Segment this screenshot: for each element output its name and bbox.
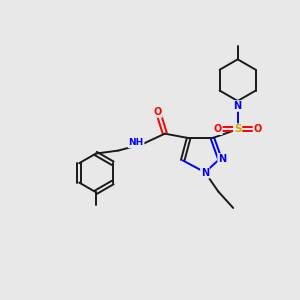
Text: S: S — [234, 124, 242, 134]
Text: O: O — [154, 107, 162, 117]
Text: O: O — [254, 124, 262, 134]
Text: O: O — [214, 124, 222, 134]
Text: N: N — [234, 101, 242, 111]
Text: N: N — [218, 154, 226, 164]
Text: N: N — [201, 168, 209, 178]
Text: NH: NH — [128, 138, 144, 147]
